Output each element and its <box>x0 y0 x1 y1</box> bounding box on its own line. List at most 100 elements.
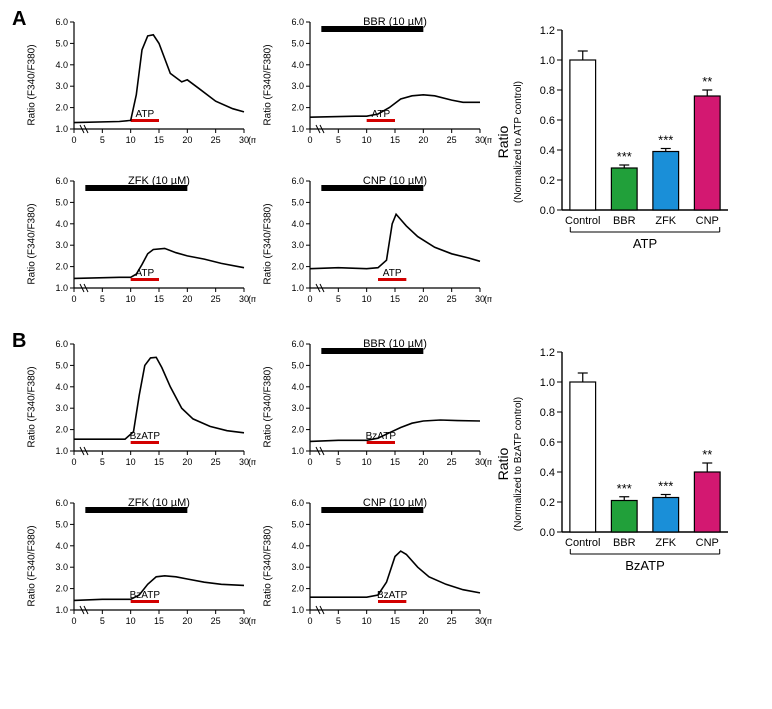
svg-text:0: 0 <box>307 616 312 626</box>
svg-text:(min): (min) <box>484 135 492 145</box>
svg-text:4.0: 4.0 <box>55 219 68 229</box>
svg-text:***: *** <box>617 149 632 164</box>
svg-text:3.0: 3.0 <box>55 81 68 91</box>
svg-text:15: 15 <box>154 616 164 626</box>
svg-text:6.0: 6.0 <box>55 498 68 508</box>
svg-text:5.0: 5.0 <box>291 360 304 370</box>
svg-text:**: ** <box>702 74 712 89</box>
svg-text:5.0: 5.0 <box>291 519 304 529</box>
trace-B-control: Ratio (F340/F380)1.02.03.04.05.06.005101… <box>36 334 256 479</box>
svg-text:0.2: 0.2 <box>540 497 555 509</box>
svg-text:25: 25 <box>447 294 457 304</box>
svg-text:2.0: 2.0 <box>291 584 304 594</box>
svg-text:25: 25 <box>211 616 221 626</box>
svg-text:3.0: 3.0 <box>291 403 304 413</box>
svg-text:20: 20 <box>418 294 428 304</box>
svg-text:15: 15 <box>390 294 400 304</box>
svg-text:6.0: 6.0 <box>291 498 304 508</box>
svg-text:3.0: 3.0 <box>291 562 304 572</box>
svg-text:0.8: 0.8 <box>540 407 555 419</box>
svg-text:15: 15 <box>390 135 400 145</box>
panel-A-label: A <box>12 8 26 31</box>
svg-text:20: 20 <box>182 616 192 626</box>
svg-text:5.0: 5.0 <box>55 360 68 370</box>
trace-A-zfk: Ratio (F340/F380)1.02.03.04.05.06.005101… <box>36 171 256 316</box>
svg-text:5: 5 <box>336 457 341 467</box>
svg-text:0.4: 0.4 <box>540 467 555 479</box>
svg-text:5.0: 5.0 <box>55 519 68 529</box>
svg-text:10: 10 <box>362 135 372 145</box>
svg-text:Control: Control <box>565 215 600 227</box>
svg-text:BBR (10 µM): BBR (10 µM) <box>363 338 427 350</box>
svg-text:ZFK (10 µM): ZFK (10 µM) <box>128 175 190 187</box>
svg-text:0: 0 <box>71 135 76 145</box>
bar-chart-B: Ratio(Normalized to BzATP control)0.00.2… <box>506 334 736 594</box>
trace-B-zfk: Ratio (F340/F380)1.02.03.04.05.06.005101… <box>36 493 256 638</box>
svg-text:5.0: 5.0 <box>55 38 68 48</box>
svg-text:ATP: ATP <box>135 109 154 120</box>
svg-text:20: 20 <box>182 294 192 304</box>
svg-text:5.0: 5.0 <box>55 197 68 207</box>
svg-text:***: *** <box>658 133 673 148</box>
svg-text:15: 15 <box>154 294 164 304</box>
svg-text:25: 25 <box>447 616 457 626</box>
panel-B-label: B <box>12 330 26 353</box>
svg-text:0: 0 <box>307 135 312 145</box>
svg-text:25: 25 <box>447 135 457 145</box>
svg-text:5: 5 <box>100 457 105 467</box>
svg-text:3.0: 3.0 <box>55 562 68 572</box>
svg-text:5: 5 <box>100 135 105 145</box>
svg-text:5: 5 <box>100 616 105 626</box>
svg-text:BzATP: BzATP <box>130 590 161 601</box>
svg-text:10: 10 <box>362 457 372 467</box>
trace-A-control: Ratio (F340/F380)1.02.03.04.05.06.005101… <box>36 12 256 157</box>
svg-text:BzATP: BzATP <box>625 558 665 573</box>
svg-text:4.0: 4.0 <box>291 219 304 229</box>
svg-text:BBR: BBR <box>613 215 636 227</box>
svg-text:25: 25 <box>211 457 221 467</box>
svg-text:BBR: BBR <box>613 537 636 549</box>
svg-text:ZFK: ZFK <box>655 215 676 227</box>
svg-text:2.0: 2.0 <box>291 103 304 113</box>
svg-text:25: 25 <box>447 457 457 467</box>
svg-text:10: 10 <box>362 616 372 626</box>
svg-text:3.0: 3.0 <box>55 403 68 413</box>
svg-text:10: 10 <box>126 457 136 467</box>
svg-text:1.2: 1.2 <box>540 347 555 359</box>
svg-text:1.0: 1.0 <box>291 605 304 615</box>
svg-text:2.0: 2.0 <box>55 425 68 435</box>
svg-text:1.0: 1.0 <box>291 446 304 456</box>
trace-B-cnp: Ratio (F340/F380)1.02.03.04.05.06.005101… <box>272 493 492 638</box>
svg-text:3.0: 3.0 <box>55 240 68 250</box>
svg-text:1.0: 1.0 <box>55 605 68 615</box>
svg-text:ZFK (10 µM): ZFK (10 µM) <box>128 497 190 509</box>
svg-text:20: 20 <box>418 457 428 467</box>
traces-grid-B: Ratio (F340/F380)1.02.03.04.05.06.005101… <box>36 334 492 638</box>
svg-text:6.0: 6.0 <box>55 17 68 27</box>
svg-text:0.0: 0.0 <box>540 527 555 539</box>
svg-text:4.0: 4.0 <box>291 60 304 70</box>
svg-text:2.0: 2.0 <box>55 584 68 594</box>
trace-B-bbr: Ratio (F340/F380)1.02.03.04.05.06.005101… <box>272 334 492 479</box>
svg-text:5: 5 <box>100 294 105 304</box>
svg-text:1.0: 1.0 <box>291 124 304 134</box>
svg-text:CNP: CNP <box>696 215 719 227</box>
svg-text:ATP: ATP <box>633 236 657 251</box>
svg-text:BBR (10 µM): BBR (10 µM) <box>363 16 427 28</box>
svg-text:2.0: 2.0 <box>55 103 68 113</box>
svg-text:1.0: 1.0 <box>540 55 555 67</box>
svg-text:20: 20 <box>418 616 428 626</box>
svg-text:CNP (10 µM): CNP (10 µM) <box>363 175 427 187</box>
svg-text:0: 0 <box>71 294 76 304</box>
svg-text:2.0: 2.0 <box>55 262 68 272</box>
svg-text:(min): (min) <box>248 457 256 467</box>
svg-text:1.0: 1.0 <box>55 283 68 293</box>
svg-text:15: 15 <box>154 135 164 145</box>
svg-text:Control: Control <box>565 537 600 549</box>
svg-text:0.6: 0.6 <box>540 115 555 127</box>
svg-text:BzATP: BzATP <box>377 590 408 601</box>
svg-text:0.4: 0.4 <box>540 145 555 157</box>
svg-text:BzATP: BzATP <box>130 431 161 442</box>
trace-A-cnp: Ratio (F340/F380)1.02.03.04.05.06.005101… <box>272 171 492 316</box>
svg-text:20: 20 <box>182 457 192 467</box>
